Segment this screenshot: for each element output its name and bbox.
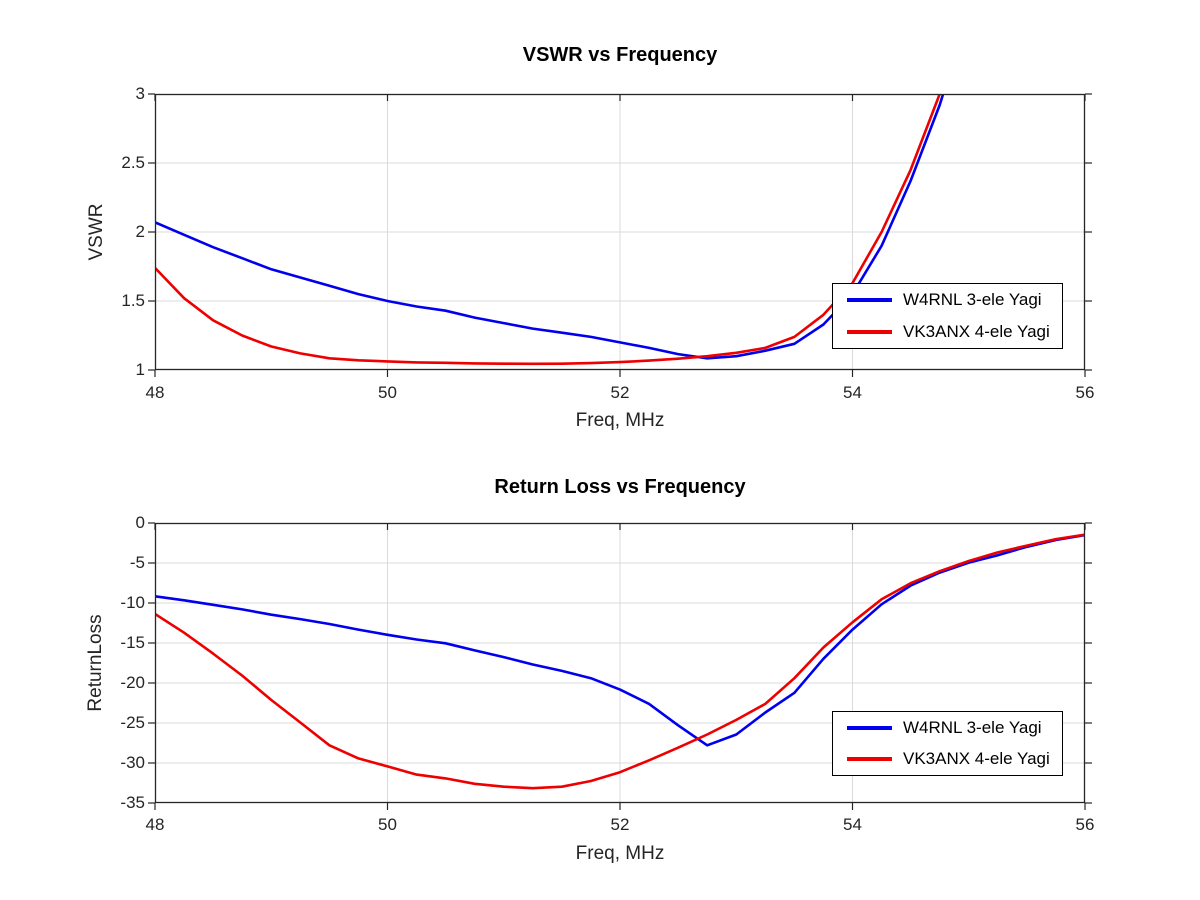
y-tick-label: -20 — [120, 673, 145, 692]
legend-item: W4RNL 3-ele Yagi — [833, 285, 1062, 316]
legend-line-sample-blue — [847, 725, 892, 730]
x-tick-label: 52 — [610, 815, 630, 834]
y-tick-label: 2.5 — [121, 153, 145, 172]
vswr-plot-area — [148, 93, 1092, 377]
y-tick-label: -10 — [120, 593, 145, 612]
x-tick-label: 56 — [1075, 383, 1095, 402]
legend-label: VK3ANX 4-ele Yagi — [903, 321, 1050, 341]
y-tick-label: -35 — [120, 793, 145, 812]
y-tick-label: -25 — [120, 713, 145, 732]
x-tick-label: 48 — [145, 383, 165, 402]
series-line — [155, 533, 1085, 747]
series-line — [155, 94, 942, 366]
legend-line-sample-red — [847, 329, 892, 334]
y-tick-label: -5 — [129, 553, 145, 572]
returnloss-legend: W4RNL 3-ele Yagi VK3ANX 4-ele Yagi — [832, 711, 1063, 776]
vswr-chart-title: VSWR vs Frequency — [522, 44, 718, 66]
series-line — [155, 94, 945, 360]
y-tick-label: 3 — [135, 84, 145, 103]
y-tick-label: 0 — [135, 513, 145, 532]
legend-line-sample-red — [847, 757, 892, 762]
y-tick-label: 2 — [135, 222, 145, 241]
x-tick-label: 50 — [378, 815, 397, 834]
series-line — [155, 533, 1085, 790]
x-tick-label: 50 — [378, 383, 397, 402]
y-tick-label: -30 — [120, 753, 145, 772]
vswr-x-axis-label: Freq, MHz — [575, 410, 665, 431]
x-tick-label: 54 — [843, 383, 862, 402]
legend-label: W4RNL 3-ele Yagi — [903, 717, 1042, 737]
returnloss-chart-title: Return Loss vs Frequency — [494, 476, 746, 498]
legend-label: W4RNL 3-ele Yagi — [903, 290, 1042, 310]
legend-item: VK3ANX 4-ele Yagi — [833, 316, 1062, 347]
legend-item: VK3ANX 4-ele Yagi — [833, 744, 1062, 775]
legend-label: VK3ANX 4-ele Yagi — [903, 749, 1050, 769]
y-tick-label: 1 — [135, 360, 145, 379]
x-tick-label: 56 — [1075, 815, 1095, 834]
legend-line-sample-blue — [847, 298, 892, 303]
y-tick-label: -15 — [120, 633, 145, 652]
returnloss-x-axis-label: Freq, MHz — [575, 843, 665, 864]
returnloss-y-axis-label: ReturnLoss — [85, 614, 106, 712]
legend-item: W4RNL 3-ele Yagi — [833, 712, 1062, 743]
y-tick-label: 1.5 — [121, 291, 145, 310]
x-tick-label: 52 — [610, 383, 630, 402]
x-tick-label: 54 — [843, 815, 862, 834]
vswr-legend: W4RNL 3-ele Yagi VK3ANX 4-ele Yagi — [832, 283, 1063, 349]
x-tick-label: 48 — [145, 815, 165, 834]
